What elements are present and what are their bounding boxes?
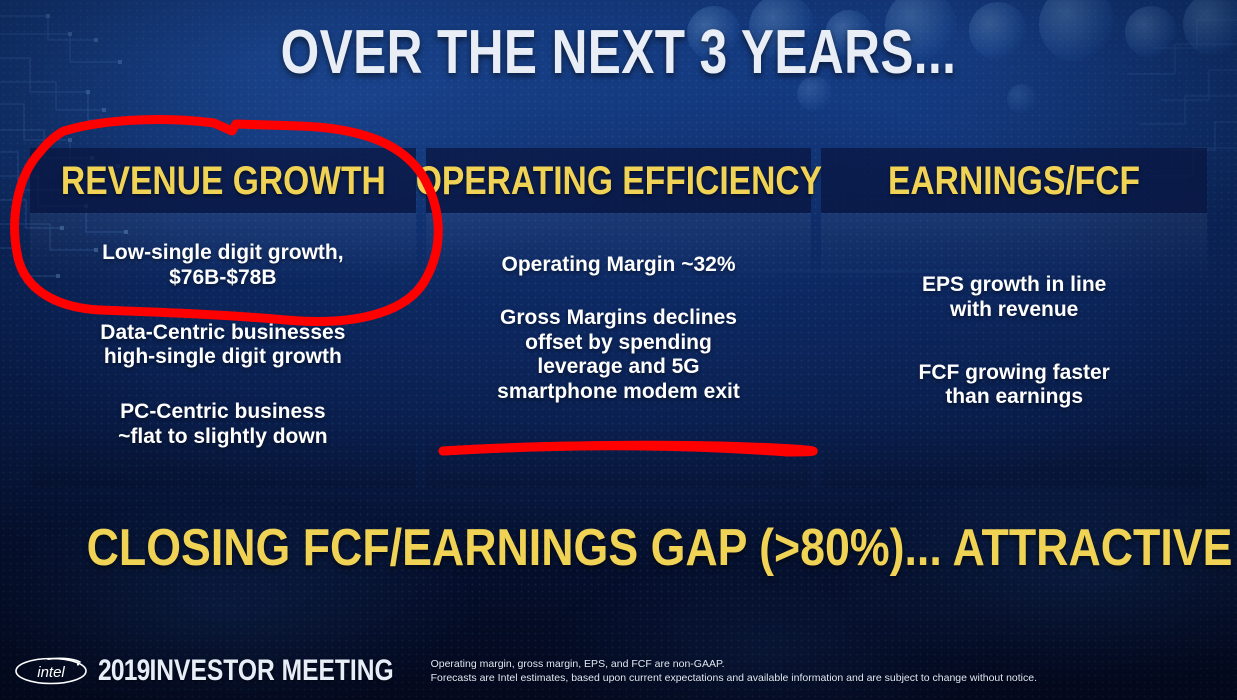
column-revenue-growth: REVENUE GROWTH Low-single digit growth, $… [30, 148, 416, 488]
column-header-revenue-growth: REVENUE GROWTH [30, 148, 416, 213]
column-earnings-fcf: EARNINGS/FCF EPS growth in line with reve… [821, 148, 1208, 488]
bullet-item: EPS growth in line with revenue [922, 273, 1107, 321]
column-body-operating-efficiency: Operating Margin ~32% Gross Margins decl… [425, 213, 812, 488]
bullet-item: Data-Centric businesses high-single digit… [100, 320, 346, 369]
bullet-item: Operating Margin ~32% [501, 253, 736, 276]
disclaimer-line-1: Operating margin, gross margin, EPS, and… [430, 657, 725, 670]
column-body-revenue-growth: Low-single digit growth, $76B-$78B Data-C… [30, 213, 416, 488]
column-header-operating-efficiency: OPERATING EFFICIENCY [415, 148, 822, 213]
columns-container: REVENUE GROWTH Low-single digit growth, $… [30, 148, 1208, 488]
column-header-label: EARNINGS/FCF [888, 158, 1141, 203]
bullet-item: Low-single digit growth, $76B-$78B [102, 241, 344, 289]
meeting-year: 2019 [98, 654, 150, 687]
column-header-label: REVENUE GROWTH [60, 158, 386, 203]
bottom-headline: CLOSING FCF/EARNINGS GAP (>80%)... ATTRA… [86, 519, 1237, 577]
disclaimer-text: Operating margin, gross margin, EPS, and… [431, 657, 1037, 686]
slide-footer: intel 2019INVESTOR MEETING Operating mar… [0, 642, 1237, 700]
bullet-item: FCF growing faster than earnings [918, 360, 1110, 409]
meeting-label: INVESTOR MEETING [149, 654, 394, 687]
column-operating-efficiency: OPERATING EFFICIENCY Operating Margin ~3… [415, 148, 822, 488]
intel-logo-icon: intel [14, 656, 88, 686]
disclaimer-line-2: Forecasts are Intel estimates, based upo… [430, 672, 1038, 684]
bullet-item: PC-Centric business ~flat to slightly dow… [118, 400, 328, 448]
column-body-earnings-fcf: EPS growth in line with revenue FCF growi… [821, 213, 1207, 488]
column-header-label: OPERATING EFFICIENCY [415, 158, 822, 203]
column-header-earnings-fcf: EARNINGS/FCF [821, 148, 1208, 213]
meeting-title: 2019INVESTOR MEETING [98, 656, 394, 686]
bullet-item: Gross Margins declines offset by spending… [497, 305, 740, 404]
svg-text:intel: intel [37, 664, 65, 681]
slide-title: OVER THE NEXT 3 YEARS... [280, 18, 957, 87]
